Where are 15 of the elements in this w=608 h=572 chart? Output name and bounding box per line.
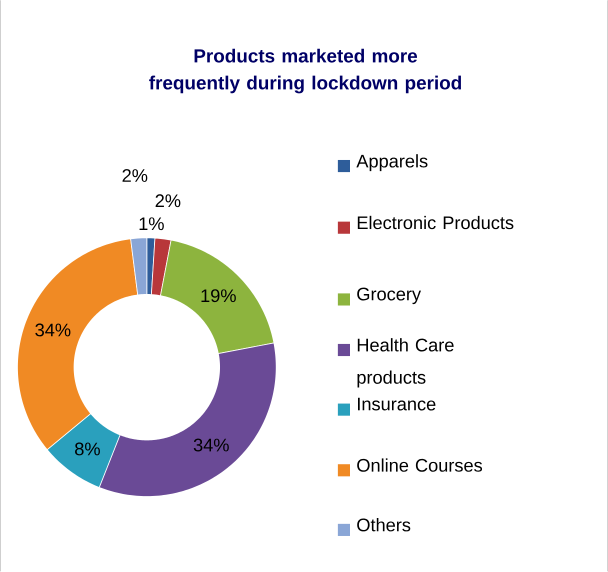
data-label: 19% [201,289,236,302]
data-label: 2% [156,194,180,208]
data-label: 34% [35,324,70,337]
chart-title: Products marketed more frequently during lockdown period [149,48,462,94]
data-label: 1% [140,218,164,230]
legend-label: Others [357,518,410,532]
data-label: 8% [75,442,100,456]
legend-label: Electronic Products [358,216,514,230]
data-label: 2% [122,169,148,182]
legend-label: Health Care products [357,338,454,388]
legend-label: Insurance [358,398,436,411]
legend-label: Grocery [357,288,421,304]
data-label: 34% [194,438,229,452]
legend-label: Apparels [356,154,428,172]
legend-label: Online Courses [357,458,482,472]
